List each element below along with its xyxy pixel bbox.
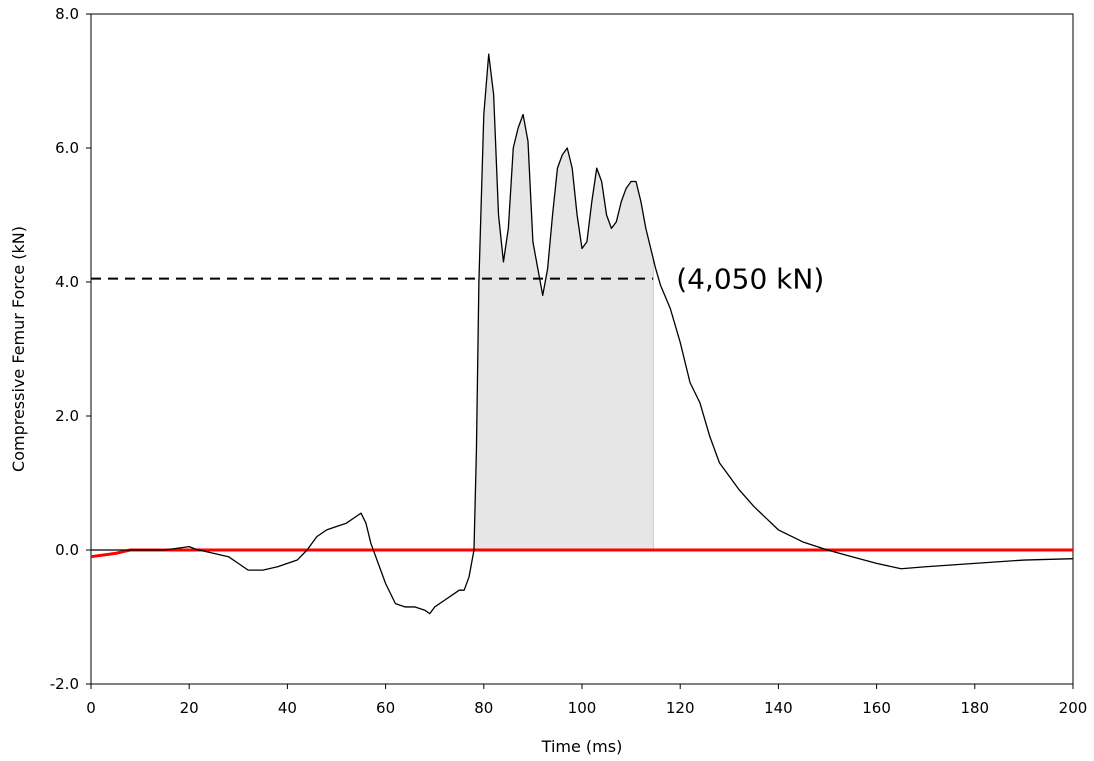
y-axis-title: Compressive Femur Force (kN) bbox=[9, 226, 28, 472]
shaded-area-layer bbox=[473, 54, 654, 551]
y-tick-label: 2.0 bbox=[55, 407, 79, 425]
axes-layer bbox=[86, 13, 1074, 689]
x-tick-label: 40 bbox=[278, 699, 297, 717]
x-axis-title: Time (ms) bbox=[541, 737, 623, 756]
y-tick-label: 0.0 bbox=[55, 541, 79, 559]
threshold-annotation: (4,050 kN) bbox=[676, 263, 824, 296]
x-tick-label: 100 bbox=[568, 699, 597, 717]
zero-line bbox=[90, 548, 1073, 559]
shaded-area bbox=[473, 54, 654, 551]
y-tick-label: 8.0 bbox=[55, 5, 79, 23]
x-tick-label: 20 bbox=[180, 699, 199, 717]
labels-layer: -2.0 0.0 2.0 4.0 6.0 8.0 0 20 40 60 80 100 120 140 160… bbox=[50, 5, 1088, 717]
y-tick-label: 4.0 bbox=[55, 273, 79, 291]
x-tick-label: 200 bbox=[1059, 699, 1088, 717]
force-curve bbox=[91, 53, 1074, 615]
x-tick-label: 0 bbox=[86, 699, 96, 717]
x-tick-label: 60 bbox=[376, 699, 395, 717]
x-tick-label: 80 bbox=[474, 699, 493, 717]
lines-layer bbox=[90, 53, 1074, 615]
y-tick-label: -2.0 bbox=[50, 675, 79, 693]
x-tick-label: 120 bbox=[666, 699, 695, 717]
x-tick-label: 180 bbox=[960, 699, 989, 717]
x-tick-label: 140 bbox=[764, 699, 793, 717]
y-tick-label: 6.0 bbox=[55, 139, 79, 157]
x-tick-label: 160 bbox=[862, 699, 891, 717]
